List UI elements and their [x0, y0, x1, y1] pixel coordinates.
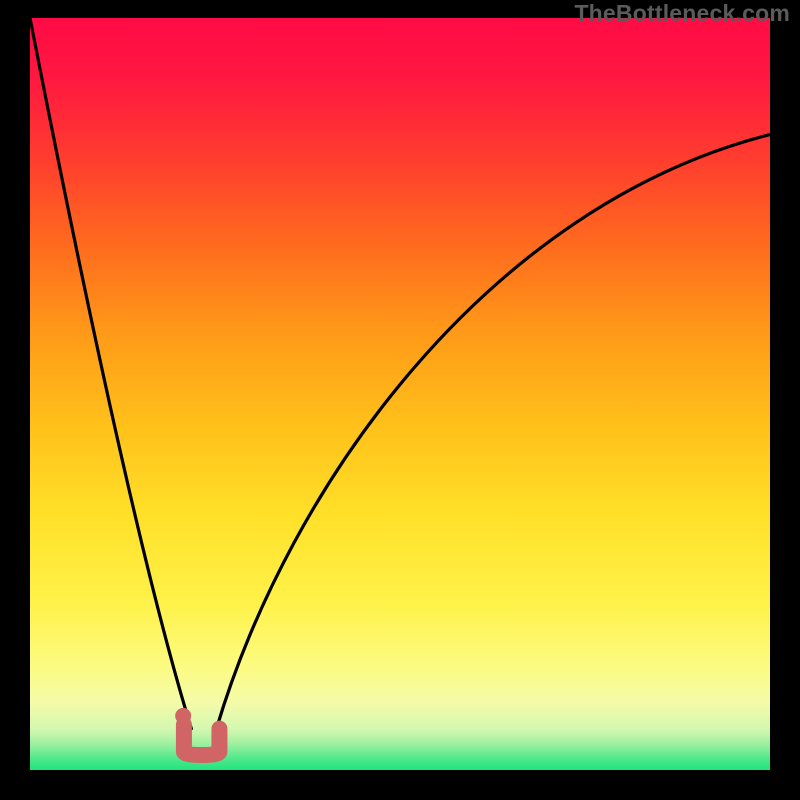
frame-left: [0, 0, 30, 800]
frame-right: [770, 0, 800, 800]
watermark-text: TheBottleneck.com: [574, 0, 790, 27]
frame-bottom: [0, 770, 800, 800]
gradient-background: [30, 18, 770, 770]
u-marker-dot: [175, 708, 191, 724]
bottleneck-chart: [0, 0, 800, 800]
